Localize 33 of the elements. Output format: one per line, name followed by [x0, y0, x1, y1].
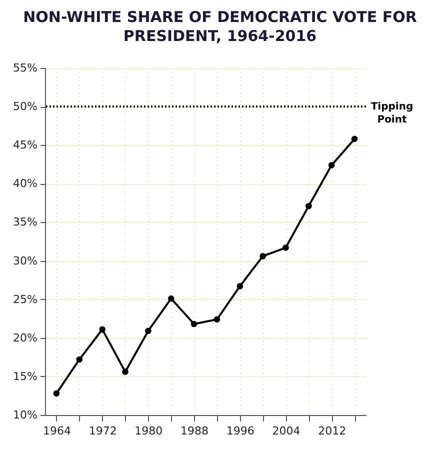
y-tick-label: 25% [13, 292, 38, 306]
point [306, 202, 312, 210]
x-tick-label: 1988 [180, 424, 209, 438]
point [190, 320, 198, 328]
x-tick-label: 1996 [226, 424, 254, 438]
y-tick-label: 10% [13, 408, 38, 422]
point [260, 252, 266, 260]
ref-line-label: Tipping Point [370, 102, 414, 126]
point [214, 316, 220, 323]
y-tick-label: 35% [13, 216, 38, 229]
y-tick-label: 20% [13, 331, 38, 344]
point [99, 326, 106, 333]
y-tick-label: 15% [13, 370, 38, 383]
x-tick-label: 1980 [134, 424, 163, 438]
y-tick-label: 45% [13, 138, 38, 152]
point [282, 244, 289, 251]
x-tick-label: 1964 [42, 424, 71, 438]
chart-title: NON-WHITE SHARE OF DEMOCRATIC VOTE FOR PRESIDENT, 1964-2016 [22, 8, 418, 46]
point [328, 162, 335, 168]
point [122, 368, 128, 375]
point [145, 328, 152, 334]
y-tick-label: 30% [13, 254, 38, 268]
y-tick-label: 40% [13, 177, 38, 190]
point [53, 390, 60, 397]
x-tick-label: 2004 [272, 424, 300, 438]
y-tick-label: 50% [13, 100, 38, 114]
y-tick-label: 55% [13, 62, 38, 74]
point [76, 356, 83, 363]
point [168, 295, 174, 302]
point [351, 136, 358, 142]
x-tick-label: 2012 [318, 424, 346, 438]
x-tick-label: 1972 [88, 424, 117, 438]
point [236, 283, 244, 290]
